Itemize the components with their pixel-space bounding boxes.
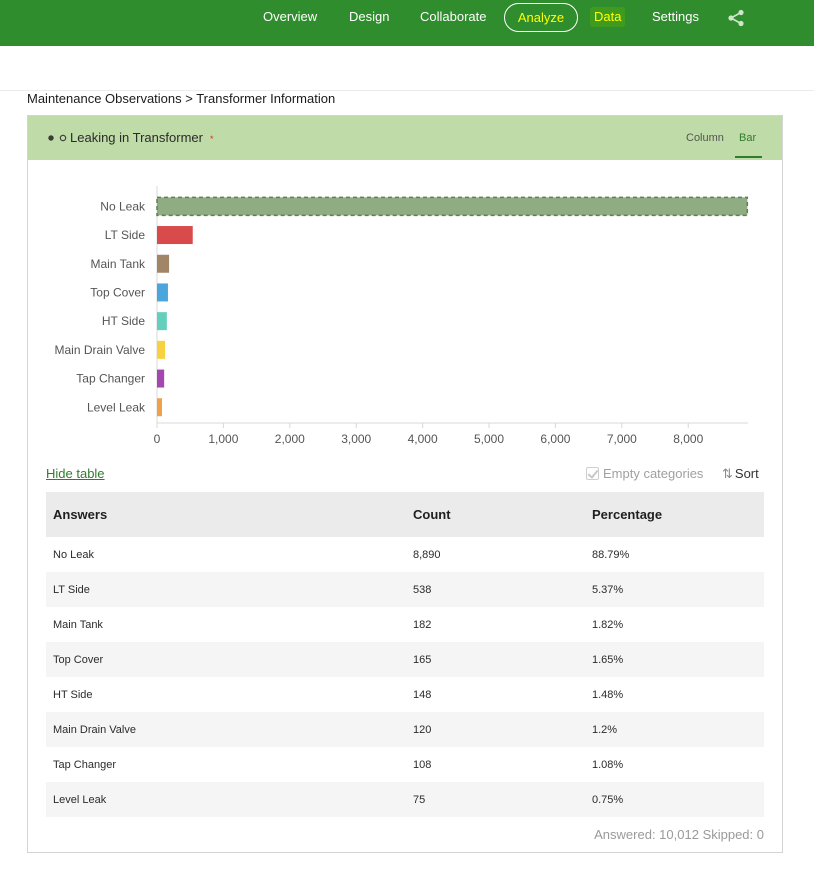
answer-cell: No Leak xyxy=(46,537,406,572)
bar[interactable] xyxy=(157,226,193,245)
header-answers: Answers xyxy=(46,492,406,537)
response-stats: Answered: 10,012 Skipped: 0 xyxy=(594,827,764,842)
x-tick-label: 8,000 xyxy=(673,432,703,446)
nav-data[interactable]: Data xyxy=(590,7,626,27)
category-label: Tap Changer xyxy=(76,372,145,386)
tab-column[interactable]: Column xyxy=(686,132,724,144)
count-cell: 75 xyxy=(406,782,585,817)
category-label: Level Leak xyxy=(87,400,146,414)
x-tick-label: 6,000 xyxy=(540,432,570,446)
bar[interactable] xyxy=(157,369,165,388)
tab-bar[interactable]: Bar xyxy=(739,132,757,144)
count-cell: 148 xyxy=(406,677,585,712)
skipped-count: Skipped: 0 xyxy=(702,827,764,842)
bar[interactable] xyxy=(157,398,162,417)
percentage-cell: 0.75% xyxy=(585,782,764,817)
answers-table: Answers Count Percentage No Leak 8,890 8… xyxy=(46,492,764,817)
bar[interactable] xyxy=(157,340,165,359)
table-row: Top Cover 165 1.65% xyxy=(46,642,764,677)
x-tick-label: 7,000 xyxy=(607,432,637,446)
bar-chart-svg: No Leak LT Side Main Tank Top Cover HT Side M… xyxy=(55,186,749,446)
share-icon[interactable] xyxy=(727,9,745,27)
percentage-cell: 1.48% xyxy=(585,677,764,712)
x-tick-label: 4,000 xyxy=(408,432,438,446)
top-nav-bar: Overview Design Collaborate Analyze Data… xyxy=(0,0,814,46)
x-tick-label: 5,000 xyxy=(474,432,504,446)
answer-cell: Top Cover xyxy=(46,642,406,677)
table-row: Level Leak 75 0.75% xyxy=(46,782,764,817)
count-cell: 120 xyxy=(406,712,585,747)
count-cell: 8,890 xyxy=(406,537,585,572)
active-tab-indicator xyxy=(735,156,762,158)
bar[interactable] xyxy=(156,196,749,217)
header-count: Count xyxy=(406,492,585,537)
category-label: Main Tank xyxy=(91,257,146,271)
answer-cell: Level Leak xyxy=(46,782,406,817)
header-percentage: Percentage xyxy=(585,492,764,537)
nav-design[interactable]: Design xyxy=(349,9,390,24)
category-label: HT Side xyxy=(102,314,145,328)
question-header: Leaking in Transformer * Column Bar xyxy=(28,116,782,160)
answer-cell: Main Tank xyxy=(46,607,406,642)
header-divider xyxy=(0,90,814,91)
empty-categories-checkbox[interactable] xyxy=(586,467,599,480)
category-label: Top Cover xyxy=(90,285,145,299)
nav-settings[interactable]: Settings xyxy=(652,9,699,24)
percentage-cell: 88.79% xyxy=(585,537,764,572)
question-title: Leaking in Transformer xyxy=(70,130,203,145)
table-header-row: Answers Count Percentage xyxy=(46,492,764,537)
count-cell: 538 xyxy=(406,572,585,607)
nav-collaborate[interactable]: Collaborate xyxy=(420,9,487,24)
table-row: No Leak 8,890 88.79% xyxy=(46,537,764,572)
table-row: Main Tank 182 1.82% xyxy=(46,607,764,642)
count-cell: 108 xyxy=(406,747,585,782)
sort-label: Sort xyxy=(734,466,759,481)
empty-categories-toggle[interactable]: Empty categories xyxy=(586,466,703,481)
nav-overview[interactable]: Overview xyxy=(263,9,318,24)
percentage-cell: 1.65% xyxy=(585,642,764,677)
answer-cell: LT Side xyxy=(46,572,406,607)
sort-icon: ⇅ xyxy=(722,466,733,481)
percentage-cell: 1.08% xyxy=(585,747,764,782)
x-tick-label: 1,000 xyxy=(208,432,238,446)
category-label: No Leak xyxy=(100,199,146,213)
x-tick-label: 2,000 xyxy=(275,432,305,446)
category-label: Main Drain Valve xyxy=(55,343,146,357)
sort-button[interactable]: ⇅ Sort xyxy=(722,466,759,482)
percentage-cell: 1.2% xyxy=(585,712,764,747)
table-row: HT Side 148 1.48% xyxy=(46,677,764,712)
answer-cell: HT Side xyxy=(46,677,406,712)
bar[interactable] xyxy=(157,283,168,302)
bar[interactable] xyxy=(157,312,167,331)
hide-table-link[interactable]: Hide table xyxy=(46,466,105,481)
bar-chart: No Leak LT Side Main Tank Top Cover HT Side M… xyxy=(28,176,782,476)
answer-cell: Main Drain Valve xyxy=(46,712,406,747)
count-cell: 165 xyxy=(406,642,585,677)
percentage-cell: 5.37% xyxy=(585,572,764,607)
question-type-icon xyxy=(48,134,67,142)
bar[interactable] xyxy=(157,254,170,273)
breadcrumb: Maintenance Observations > Transformer I… xyxy=(27,91,336,106)
table-row: Tap Changer 108 1.08% xyxy=(46,747,764,782)
answered-count: Answered: 10,012 xyxy=(594,827,699,842)
table-row: LT Side 538 5.37% xyxy=(46,572,764,607)
x-tick-label: 3,000 xyxy=(341,432,371,446)
required-marker: * xyxy=(210,134,214,144)
x-tick-label: 0 xyxy=(154,432,161,446)
table-row: Main Drain Valve 120 1.2% xyxy=(46,712,764,747)
empty-categories-label: Empty categories xyxy=(603,466,704,481)
answer-cell: Tap Changer xyxy=(46,747,406,782)
category-label: LT Side xyxy=(105,228,146,242)
percentage-cell: 1.82% xyxy=(585,607,764,642)
nav-analyze[interactable]: Analyze xyxy=(504,3,578,32)
count-cell: 182 xyxy=(406,607,585,642)
question-card: Leaking in Transformer * Column Bar No L… xyxy=(27,115,783,853)
